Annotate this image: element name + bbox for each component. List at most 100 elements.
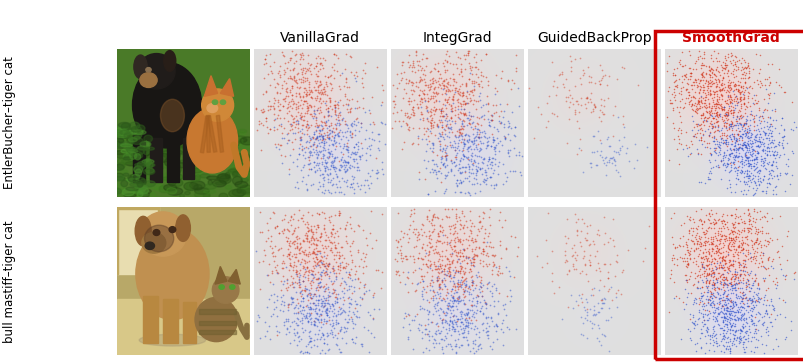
Point <box>448 270 461 276</box>
Point <box>429 329 442 335</box>
Point <box>312 133 325 139</box>
Point <box>300 92 313 98</box>
Point <box>493 270 506 276</box>
Point <box>430 278 443 284</box>
Point <box>745 282 758 288</box>
Point <box>475 223 487 229</box>
Point <box>718 267 731 273</box>
Point <box>422 309 434 315</box>
Point <box>412 92 425 98</box>
Point <box>448 133 461 139</box>
Ellipse shape <box>158 146 169 152</box>
Point <box>324 178 337 183</box>
Point <box>333 143 346 149</box>
Point <box>442 300 454 305</box>
Point <box>436 162 449 167</box>
Point <box>724 262 736 268</box>
Point <box>451 214 464 219</box>
Point <box>283 249 296 255</box>
Point <box>735 311 748 317</box>
Point <box>309 297 322 302</box>
Point <box>682 65 695 71</box>
Point <box>314 316 327 322</box>
Point <box>431 323 444 328</box>
Point <box>730 271 743 277</box>
Point <box>340 122 353 127</box>
Point <box>589 267 601 273</box>
Point <box>772 170 785 175</box>
Point <box>460 289 473 294</box>
Point <box>728 86 741 92</box>
Point <box>729 295 742 301</box>
Point <box>307 235 320 241</box>
Point <box>736 75 748 81</box>
Point <box>314 233 327 239</box>
Point <box>729 317 742 323</box>
Point <box>702 80 715 86</box>
Point <box>411 132 424 138</box>
Point <box>599 171 612 177</box>
Point <box>703 302 716 308</box>
Ellipse shape <box>145 158 151 166</box>
Point <box>691 241 703 247</box>
Point <box>502 120 515 126</box>
Point <box>762 181 775 186</box>
Point <box>406 260 419 265</box>
Point <box>731 88 744 94</box>
Point <box>318 141 331 146</box>
Point <box>747 206 760 212</box>
Point <box>703 129 715 135</box>
Point <box>701 271 714 277</box>
Point <box>709 108 722 114</box>
Point <box>758 147 771 153</box>
Point <box>308 84 320 90</box>
Ellipse shape <box>237 188 241 193</box>
Point <box>333 262 346 268</box>
Point <box>712 274 725 280</box>
Point <box>481 142 494 148</box>
Point <box>728 157 741 163</box>
Point <box>306 134 319 140</box>
Point <box>692 285 705 291</box>
Point <box>446 267 459 273</box>
Ellipse shape <box>185 191 190 195</box>
Point <box>663 97 676 103</box>
Point <box>717 327 730 333</box>
Point <box>618 150 631 156</box>
Point <box>459 283 471 289</box>
Point <box>708 287 721 293</box>
Point <box>571 217 584 222</box>
Point <box>742 172 755 178</box>
Point <box>294 289 307 294</box>
Point <box>293 94 306 100</box>
Point <box>691 295 704 301</box>
Point <box>761 257 774 262</box>
Point <box>747 101 760 107</box>
Point <box>344 122 357 128</box>
Point <box>469 282 482 288</box>
Point <box>315 230 328 236</box>
Point <box>484 174 497 179</box>
Point <box>766 256 779 262</box>
Point <box>461 48 474 54</box>
Point <box>411 232 424 238</box>
Point <box>691 272 703 278</box>
Point <box>726 123 739 128</box>
Point <box>703 66 716 72</box>
Point <box>474 166 487 172</box>
Point <box>692 251 705 257</box>
Point <box>482 230 495 236</box>
Point <box>414 335 427 341</box>
Point <box>291 99 304 104</box>
Point <box>490 324 503 329</box>
Ellipse shape <box>176 151 182 154</box>
Point <box>753 208 766 214</box>
Ellipse shape <box>137 162 145 169</box>
Point <box>746 208 759 214</box>
Point <box>279 264 292 270</box>
Point <box>453 238 466 244</box>
Point <box>474 250 487 256</box>
Ellipse shape <box>130 132 145 140</box>
Point <box>739 191 752 197</box>
Point <box>360 235 373 241</box>
